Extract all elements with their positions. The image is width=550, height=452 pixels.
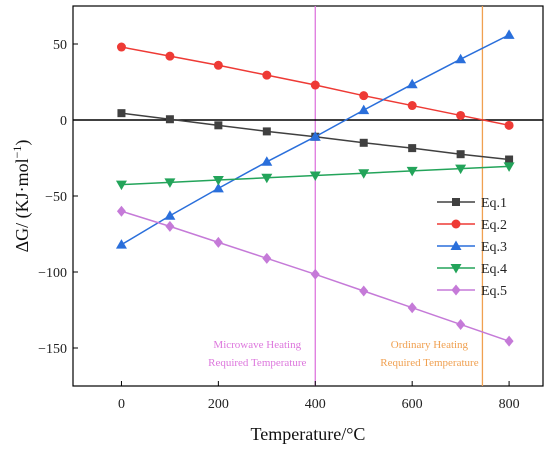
y-tick-label: −50 — [45, 190, 67, 205]
y-axis-title-sup: −1 — [10, 146, 24, 159]
legend: Eq.1 Eq.2 Eq.3 Eq.4 Eq.5 — [437, 196, 507, 299]
y-axis-title-main: ΔG/ (KJ·mol — [12, 158, 33, 252]
data-point — [214, 121, 223, 130]
reference-label-line1: Microwave Heating — [213, 339, 301, 351]
data-point — [262, 70, 272, 80]
data-point — [456, 150, 465, 159]
data-point — [455, 53, 467, 64]
data-point — [261, 173, 273, 184]
data-point — [165, 115, 174, 124]
y-axis-title-tail: ) — [12, 140, 33, 146]
legend-label: Eq.4 — [481, 262, 507, 277]
data-point — [115, 239, 127, 249]
reference-label-line2: Required Temperature — [380, 357, 478, 369]
y-tick-label: −150 — [38, 342, 67, 357]
data-point — [359, 285, 369, 297]
data-point — [408, 144, 417, 153]
data-point — [503, 162, 515, 172]
data-point — [309, 171, 321, 181]
data-point — [359, 138, 368, 147]
legend-swatch-marker — [451, 219, 461, 229]
data-point — [262, 252, 272, 264]
series-group — [115, 29, 515, 347]
legend-swatch-marker — [450, 240, 462, 250]
data-point — [309, 131, 321, 141]
data-point — [117, 109, 126, 118]
data-point — [212, 176, 224, 186]
data-point — [115, 180, 127, 191]
x-tick-label: 0 — [118, 397, 125, 412]
x-tick-label: 200 — [208, 397, 229, 412]
legend-label: Eq.2 — [481, 218, 507, 233]
data-point — [407, 101, 417, 111]
data-point — [261, 156, 273, 166]
series-3 — [115, 29, 515, 249]
series-4 — [115, 162, 515, 191]
data-point — [456, 318, 466, 330]
data-point — [407, 302, 417, 314]
legend-swatch-marker — [451, 284, 461, 296]
data-point — [504, 335, 514, 347]
data-point — [359, 91, 369, 101]
legend-item-5: Eq.5 — [437, 284, 507, 299]
legend-item-1: Eq.1 — [437, 196, 507, 211]
legend-label: Eq.1 — [481, 196, 507, 211]
x-tick-label: 800 — [499, 397, 520, 412]
legend-label: Eq.3 — [481, 240, 507, 255]
reference-lines — [314, 6, 484, 386]
x-tick-label: 400 — [305, 397, 326, 412]
y-tick-label: 50 — [53, 38, 67, 53]
data-point — [310, 80, 320, 90]
data-point — [212, 182, 224, 193]
x-axis-title: Temperature/°C — [251, 424, 366, 444]
data-point — [116, 205, 126, 217]
data-point — [165, 220, 175, 232]
legend-item-2: Eq.2 — [437, 218, 507, 233]
legend-item-3: Eq.3 — [437, 240, 507, 255]
y-axis-title: ΔG/ (KJ·mol−1) — [10, 140, 33, 253]
data-point — [406, 166, 418, 177]
y-tick-label: −100 — [38, 266, 67, 281]
data-point — [213, 60, 223, 70]
data-point — [504, 120, 514, 130]
y-axis-ticks: 50 0 −50 −100 −150 — [38, 38, 78, 357]
series-2 — [116, 42, 514, 130]
data-point — [358, 169, 370, 179]
data-point — [165, 51, 175, 61]
data-point — [358, 104, 370, 115]
data-point — [310, 268, 320, 280]
y-tick-label: 0 — [60, 114, 67, 129]
data-point — [164, 210, 176, 220]
reference-label-line2: Required Temperature — [208, 357, 306, 369]
x-axis-ticks: 0 200 400 600 800 — [118, 381, 520, 412]
legend-swatch-marker — [450, 264, 462, 274]
data-point — [456, 110, 466, 120]
data-point — [455, 164, 467, 175]
data-point — [262, 127, 271, 136]
legend-label: Eq.5 — [481, 284, 507, 299]
legend-swatch-marker — [452, 198, 460, 206]
data-point — [505, 155, 514, 164]
reference-label-line1: Ordinary Heating — [391, 339, 469, 351]
data-point — [503, 29, 515, 39]
legend-item-4: Eq.4 — [437, 262, 507, 277]
data-point — [213, 236, 223, 248]
data-point — [116, 42, 126, 52]
series-5 — [116, 205, 514, 347]
data-point — [406, 78, 418, 89]
annotations: Microwave Heating Required Temperature Ord… — [208, 339, 479, 369]
x-tick-label: 600 — [402, 397, 423, 412]
data-point — [164, 178, 176, 188]
